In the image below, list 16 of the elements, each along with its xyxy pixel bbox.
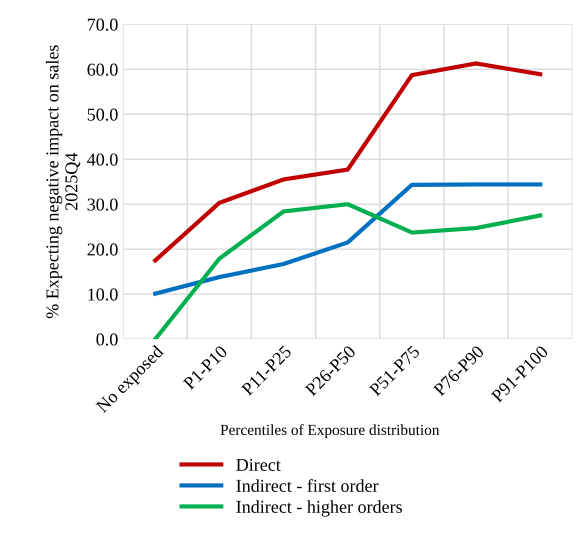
y-tick-label: 70.0 (88, 18, 118, 31)
line-series (153, 61, 542, 262)
legend-label: Direct (236, 458, 281, 471)
y-tick-label: 20.0 (88, 243, 118, 256)
line-series (153, 182, 542, 296)
legend-label: Indirect - first order (236, 479, 378, 492)
y-tick-label: 40.0 (87, 153, 118, 166)
y-axis-title: % Expecting negative impact on sales 2025Q4 (46, 45, 80, 318)
y-tick-label: 30.0 (88, 198, 118, 211)
x-axis-title: Percentiles of Exposure distribution (220, 424, 440, 438)
line-series (153, 202, 542, 340)
y-tick-label: 10.0 (88, 288, 118, 301)
y-tick-label: 50.0 (88, 108, 118, 121)
legend-label: Indirect - higher orders (236, 500, 402, 517)
y-tick-label: 60.0 (87, 64, 118, 76)
y-tick-label: 0.0 (96, 333, 118, 346)
